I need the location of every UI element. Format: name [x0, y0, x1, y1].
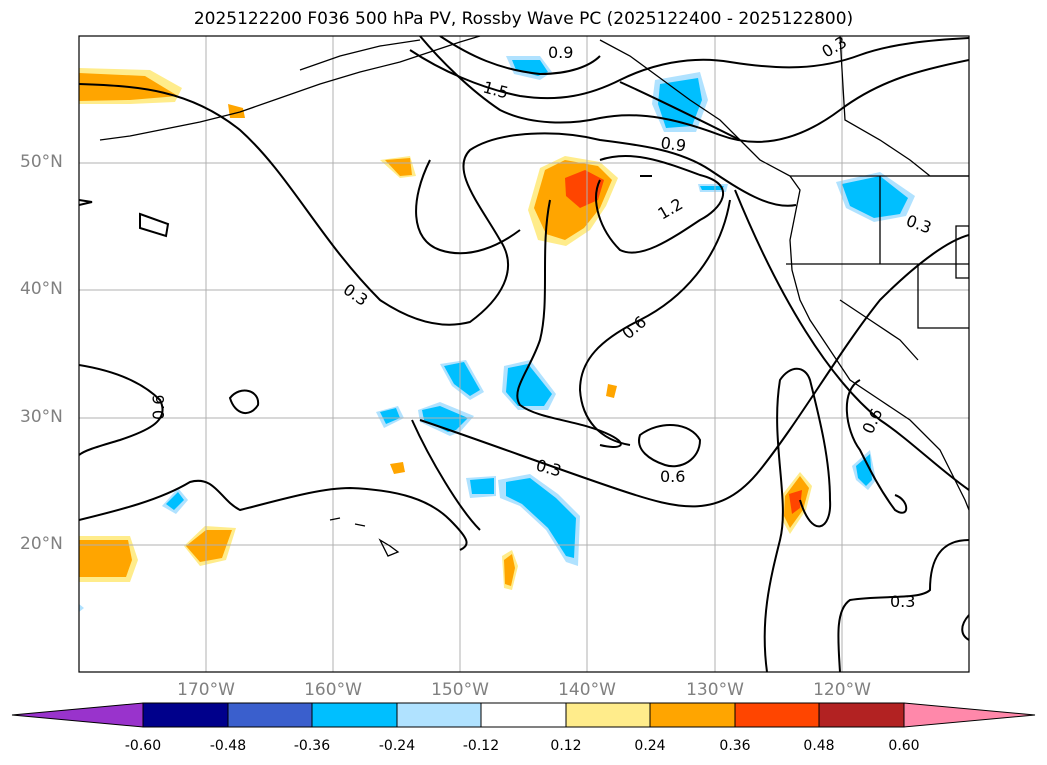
- contour-line: [516, 199, 622, 448]
- colorbar-tick-label: 0.24: [634, 738, 666, 754]
- positive-anomaly-area: [789, 490, 802, 514]
- positive-anomaly-area: [390, 462, 405, 474]
- positive-anomaly-area: [504, 554, 515, 586]
- contour-line: [419, 234, 969, 508]
- negative-anomaly-area: [444, 362, 480, 396]
- contour-line: [79, 83, 797, 326]
- contour-line: [763, 367, 832, 672]
- contour-line: [415, 159, 521, 255]
- contour-line: [79, 479, 468, 551]
- contour-line: [79, 364, 164, 456]
- colorbar-swatch: [649, 702, 736, 728]
- contour-label: 0.3: [890, 592, 915, 611]
- contour-line: [837, 539, 969, 672]
- positive-anomaly-area: [565, 170, 604, 208]
- positive-anomaly-area: [79, 540, 132, 577]
- pv-anomaly-shading: [79, 68, 812, 590]
- contour-line: [961, 614, 969, 641]
- colorbar-tick-label: -0.12: [462, 738, 500, 754]
- colorbar-extend-low: [11, 702, 144, 728]
- contour-label: 0.9: [659, 133, 687, 155]
- negative-anomaly-area: [166, 492, 184, 510]
- map-frame: [78, 35, 970, 673]
- contour-line: [619, 81, 741, 141]
- colorbar: [11, 702, 1036, 728]
- colorbar-swatch: [227, 702, 313, 728]
- colorbar-swatch: [818, 702, 905, 728]
- colorbar-tick-label: 0.48: [803, 738, 835, 754]
- lon-label-130w: 130°W: [686, 680, 744, 700]
- contour-line: [595, 154, 725, 254]
- colorbar-tick-label: -0.48: [209, 738, 247, 754]
- contour-line: [411, 419, 481, 531]
- lat-label-40n: 40°N: [20, 279, 63, 299]
- map-gridlines: [79, 36, 969, 672]
- coastlines: [99, 36, 969, 557]
- contour-label: 0.6: [149, 395, 168, 420]
- negative-anomaly-area: [856, 454, 872, 486]
- colorbar-tick-label: 0.12: [550, 738, 582, 754]
- contour-line: [638, 423, 702, 468]
- colorbar-extend-high: [903, 702, 1036, 728]
- contour-line: [79, 199, 93, 206]
- positive-anomaly-area: [606, 384, 617, 398]
- contour-label: 0.3: [819, 32, 851, 61]
- colorbar-swatch: [311, 702, 398, 728]
- map-title: 2025122200 F036 500 hPa PV, Rossby Wave …: [193, 9, 854, 29]
- contour-label: 1.2: [655, 194, 687, 223]
- negative-anomaly-area: [700, 186, 724, 190]
- contour-label: 0.3: [534, 456, 564, 481]
- contour-label: 0.3: [904, 211, 934, 238]
- contour-label: 0.6: [858, 406, 886, 437]
- lon-label-170w: 170°W: [177, 680, 235, 700]
- lon-label-140w: 140°W: [558, 680, 616, 700]
- colorbar-swatch: [565, 702, 651, 728]
- contour-line: [845, 379, 908, 514]
- lat-label-50n: 50°N: [20, 152, 63, 172]
- pv-contours: [79, 36, 969, 672]
- colorbar-tick-label: -0.36: [293, 738, 331, 754]
- lat-label-20n: 20°N: [20, 534, 63, 554]
- lon-label-160w: 160°W: [304, 680, 362, 700]
- contour-label: 0.6: [660, 467, 685, 486]
- contour-line: [409, 37, 969, 100]
- contour-label: 0.9: [548, 43, 573, 62]
- contour-line: [419, 36, 969, 143]
- lat-label-30n: 30°N: [20, 407, 63, 427]
- positive-anomaly-area: [186, 530, 232, 562]
- colorbar-swatch: [396, 702, 482, 728]
- negative-anomaly-area: [470, 478, 494, 494]
- negative-anomaly-area: [380, 408, 400, 424]
- lon-label-150w: 150°W: [431, 680, 489, 700]
- contour-line: [578, 199, 731, 446]
- negative-anomaly-area: [79, 604, 84, 612]
- colorbar-swatch: [734, 702, 820, 728]
- contour-line: [228, 389, 260, 414]
- contour-label: 0.3: [340, 280, 372, 310]
- negative-anomaly-area: [422, 406, 468, 432]
- colorbar-swatch: [480, 702, 567, 728]
- lon-label-120w: 120°W: [813, 680, 871, 700]
- negative-anomaly-area: [512, 60, 548, 76]
- colorbar-tick-label: 0.60: [888, 738, 920, 754]
- negative-anomaly-area: [506, 478, 576, 558]
- colorbar-tick-label: -0.60: [124, 738, 162, 754]
- contour-line: [734, 189, 969, 491]
- contour-line: [439, 36, 601, 76]
- contour-line: [139, 212, 170, 238]
- negative-anomaly-area: [842, 176, 908, 218]
- colorbar-swatch: [142, 702, 229, 728]
- colorbar-tick-label: 0.36: [719, 738, 751, 754]
- colorbar-tick-label: -0.24: [378, 738, 416, 754]
